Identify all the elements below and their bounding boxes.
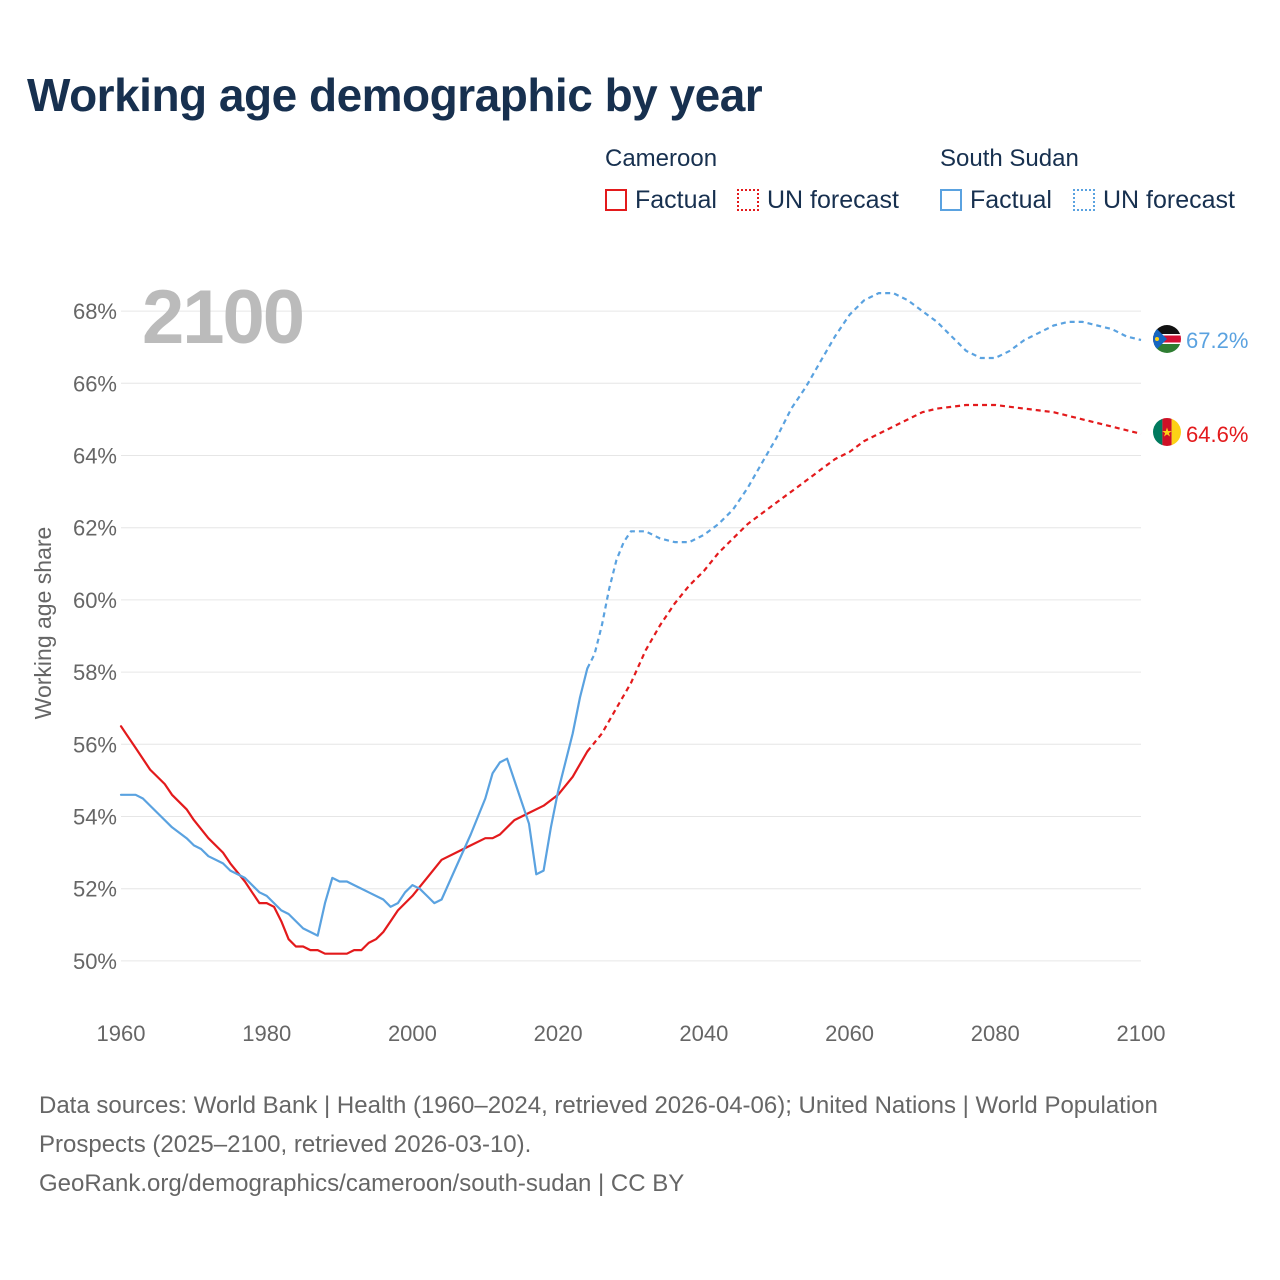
- x-axis-ticks: 1960 1980 2000 2020 2040 2060 2080 2100: [97, 1021, 1166, 1046]
- year-watermark: 2100: [142, 275, 303, 360]
- x-tick-label: 2060: [825, 1021, 874, 1046]
- y-tick-label: 52%: [73, 877, 117, 902]
- series-line-cameroon-factual: [119, 725, 589, 955]
- y-tick-label: 60%: [73, 588, 117, 613]
- grid-lines: [121, 310, 1141, 962]
- end-labels: 67.2% 64.6%: [1186, 328, 1248, 447]
- legend-swatch-solid-icon: [605, 189, 627, 211]
- legend-label: UN forecast: [1103, 185, 1235, 214]
- y-tick-label: 66%: [73, 371, 117, 396]
- legend-swatch-dotted-icon: [1073, 189, 1095, 211]
- x-tick-label: 2080: [971, 1021, 1020, 1046]
- legend-item-south-sudan-factual[interactable]: Factual: [940, 185, 1052, 215]
- x-tick-label: 2000: [388, 1021, 437, 1046]
- x-tick-label: 2040: [679, 1021, 728, 1046]
- y-tick-label: 50%: [73, 949, 117, 974]
- x-tick-label: 2020: [534, 1021, 583, 1046]
- x-tick-label: 2100: [1117, 1021, 1166, 1046]
- legend-swatch-dotted-icon: [737, 189, 759, 211]
- legend-item-cameroon-forecast[interactable]: UN forecast: [737, 185, 899, 215]
- y-axis-label: Working age share: [30, 527, 56, 720]
- chart-plot: 2100 Working age share 50% 52% 54% 56% 58% 60…: [30, 275, 1248, 1046]
- y-axis-ticks: 50% 52% 54% 56% 58% 60% 62% 64% 66% 68%: [73, 299, 117, 974]
- series-lines: [119, 292, 1142, 955]
- legend-swatch-solid-icon: [940, 189, 962, 211]
- legend-label: Factual: [635, 185, 717, 214]
- series-line-south-sudan-forecast: [586, 292, 1142, 669]
- south-sudan-flag-icon: [1153, 325, 1181, 353]
- legend-label: Factual: [970, 185, 1052, 214]
- y-tick-label: 58%: [73, 660, 117, 685]
- cameroon-flag-icon: [1153, 418, 1181, 446]
- end-label-south-sudan: 67.2%: [1186, 328, 1248, 353]
- legend-group-south-sudan: South Sudan: [940, 145, 1079, 172]
- chart-title: Working age demographic by year: [27, 69, 763, 121]
- y-tick-label: 54%: [73, 805, 117, 830]
- footer: Data sources: World Bank | Health (1960–…: [39, 1086, 1239, 1203]
- x-tick-label: 1980: [242, 1021, 291, 1046]
- y-tick-label: 62%: [73, 516, 117, 541]
- legend-label: UN forecast: [767, 185, 899, 214]
- footer-attribution[interactable]: GeoRank.org/demographics/cameroon/south-…: [39, 1170, 685, 1197]
- legend-group-cameroon: Cameroon: [605, 145, 718, 172]
- footer-sources: Data sources: World Bank | Health (1960–…: [39, 1092, 1158, 1158]
- series-line-south-sudan-factual: [119, 667, 589, 937]
- end-label-cameroon: 64.6%: [1186, 422, 1248, 447]
- y-tick-label: 64%: [73, 444, 117, 469]
- x-tick-label: 1960: [97, 1021, 146, 1046]
- y-tick-label: 56%: [73, 732, 117, 757]
- series-line-cameroon-forecast: [586, 403, 1142, 753]
- legend-item-south-sudan-forecast[interactable]: UN forecast: [1073, 185, 1235, 215]
- legend-item-cameroon-factual[interactable]: Factual: [605, 185, 717, 215]
- y-tick-label: 68%: [73, 299, 117, 324]
